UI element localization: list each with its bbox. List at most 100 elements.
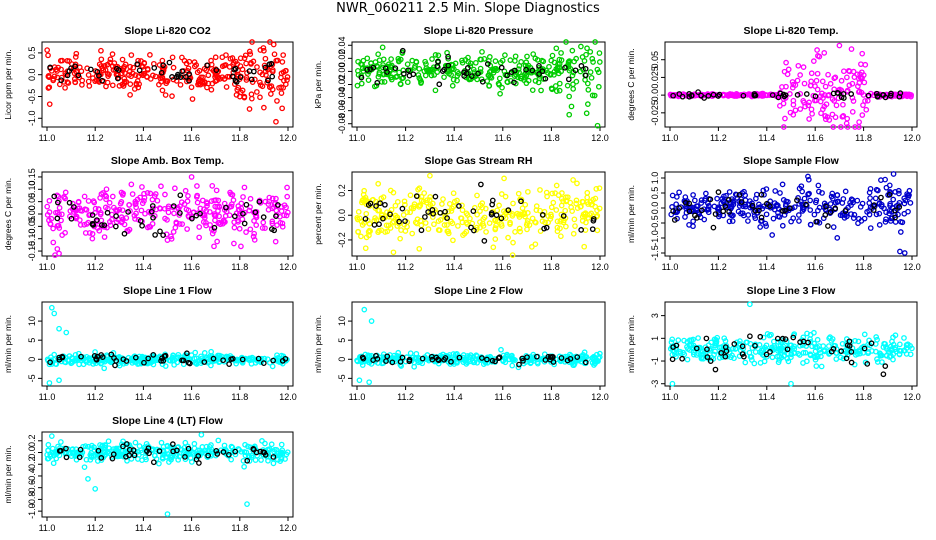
data-point — [590, 59, 596, 65]
data-point-black — [98, 222, 105, 228]
data-point — [151, 452, 158, 459]
data-point — [98, 47, 104, 54]
data-point-black — [382, 201, 388, 208]
y-tick-label: 0.00 — [337, 63, 347, 81]
data-point — [185, 207, 192, 214]
data-point-outlier — [901, 250, 908, 256]
plot-frame — [41, 41, 294, 128]
data-point — [726, 189, 733, 195]
data-point-black — [723, 348, 730, 355]
data-point-black — [54, 199, 61, 206]
data-point — [141, 70, 148, 77]
data-point-black — [56, 354, 62, 361]
data-point-black — [362, 215, 369, 222]
data-point — [570, 86, 577, 92]
data-point — [194, 199, 201, 206]
data-point — [71, 358, 78, 364]
data-point — [591, 92, 598, 99]
data-point — [162, 92, 169, 98]
data-point-black — [686, 200, 693, 207]
x-tick-label: 11.0 — [349, 392, 366, 402]
data-point — [528, 244, 535, 250]
data-point — [677, 350, 684, 357]
data-point — [231, 224, 238, 231]
y-tick-label: 0.5 — [650, 187, 660, 200]
data-point-black — [120, 443, 126, 450]
data-point-black — [211, 224, 218, 231]
data-point-black — [578, 227, 585, 233]
y-axis-label: kPa per min. — [313, 61, 323, 109]
data-point — [241, 184, 248, 191]
data-point — [259, 83, 266, 90]
data-point-black — [399, 205, 406, 212]
y-tick-label: 0.0 — [27, 446, 37, 459]
data-point-black — [848, 91, 855, 97]
data-point — [552, 83, 559, 89]
data-point — [204, 202, 210, 209]
data-point — [698, 200, 705, 206]
data-point — [378, 227, 385, 234]
data-point-black — [220, 449, 227, 455]
data-point — [46, 197, 53, 204]
data-point-black — [63, 445, 69, 452]
data-point — [554, 65, 561, 72]
data-point — [46, 101, 53, 108]
data-point — [808, 70, 815, 77]
data-point-black — [752, 207, 759, 214]
data-point-black — [184, 350, 190, 357]
data-point-black — [822, 212, 829, 218]
data-point — [56, 204, 63, 211]
data-point — [400, 212, 407, 218]
data-point — [104, 61, 111, 68]
data-point — [375, 180, 382, 187]
data-point-black — [848, 349, 855, 355]
data-point-black — [113, 213, 119, 219]
data-point — [790, 111, 797, 118]
data-point — [159, 57, 166, 64]
data-point-black — [68, 215, 75, 222]
data-point-black — [739, 343, 746, 350]
data-point — [701, 216, 708, 223]
data-point — [827, 80, 834, 87]
data-point — [389, 219, 396, 226]
data-point — [676, 189, 682, 196]
data-point — [198, 431, 205, 438]
data-point-black — [679, 355, 686, 362]
y-tick-label: -0.5 — [27, 89, 37, 105]
data-point — [554, 224, 561, 231]
data-point — [502, 52, 508, 58]
data-point — [144, 66, 151, 73]
data-point — [126, 226, 133, 233]
x-tick-label: 11.2 — [710, 392, 727, 402]
data-point-black — [888, 90, 894, 97]
y-tick-label: 3 — [650, 313, 660, 318]
data-point-black — [214, 451, 221, 457]
x-tick-label: 11.8 — [855, 133, 872, 143]
data-point — [429, 56, 435, 62]
data-point — [839, 113, 846, 120]
data-point-black — [695, 89, 701, 95]
data-point — [404, 209, 410, 216]
data-point — [512, 53, 519, 60]
data-point — [279, 223, 286, 230]
data-point — [359, 222, 366, 228]
data-point-black — [94, 217, 100, 223]
panel-title: Slope Sample Flow — [743, 155, 840, 167]
y-axis-label: Licor ppm per min. — [3, 49, 13, 119]
data-point — [473, 224, 480, 231]
data-point — [530, 51, 537, 57]
x-tick-label: 11.6 — [807, 262, 824, 272]
data-point — [121, 78, 128, 85]
data-point — [107, 218, 113, 225]
data-point — [221, 76, 228, 82]
data-point-black — [848, 359, 855, 366]
data-point — [69, 200, 76, 207]
data-point — [774, 353, 781, 360]
data-point — [569, 72, 576, 79]
data-point — [82, 443, 89, 449]
panel-8: Slope Line 2 Flow 11.0 11.2 11.4 11.6 11.8 12.… — [313, 285, 609, 402]
data-point — [278, 449, 284, 456]
data-point-black — [705, 93, 712, 99]
data-point-black — [671, 217, 678, 223]
data-point — [796, 218, 802, 224]
